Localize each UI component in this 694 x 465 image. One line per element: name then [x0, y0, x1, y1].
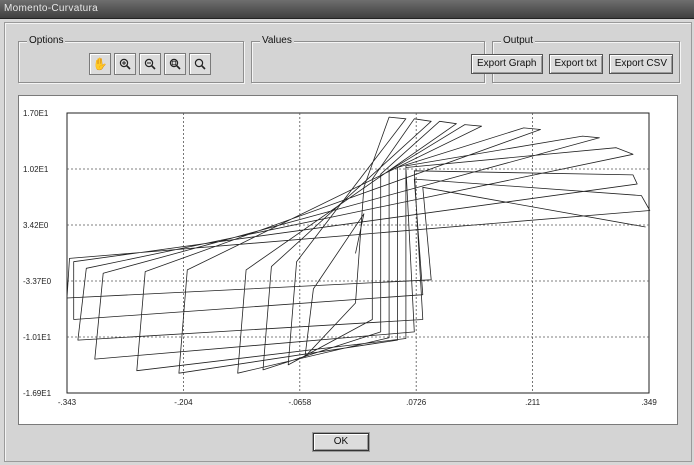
options-label: Options	[27, 35, 66, 46]
values-group: Values	[251, 35, 485, 83]
moment-curvature-chart: -.343 -.204 -.0658 .0726 .211 .349 1.70E1 1.02E…	[23, 109, 657, 407]
output-group: Output Export Graph Export txt Export CS…	[471, 35, 680, 83]
zoom-out-icon[interactable]	[139, 53, 161, 75]
y-tick-label: 3.42E0	[23, 221, 49, 230]
hysteresis-curve	[66, 116, 651, 374]
output-buttons: Export Graph Export txt Export CSV	[471, 54, 673, 74]
x-tick-label: -.0658	[288, 398, 311, 407]
dialog-window: Options ✋ Values Output Export Graph Exp…	[4, 22, 692, 462]
x-tick-label: -.204	[174, 398, 193, 407]
zoom-fit-icon[interactable]	[164, 53, 186, 75]
y-tick-label: -1.01E1	[23, 333, 52, 342]
plot-panel[interactable]: -.343 -.204 -.0658 .0726 .211 .349 1.70E1 1.02E…	[18, 95, 678, 425]
pan-icon[interactable]: ✋	[89, 53, 111, 75]
zoom-toolbar: ✋	[89, 53, 211, 75]
y-tick-label: -1.69E1	[23, 389, 52, 398]
ok-button[interactable]: OK	[313, 433, 369, 451]
zoom-reset-icon[interactable]	[189, 53, 211, 75]
plot-area	[66, 112, 650, 394]
options-group: Options ✋	[18, 35, 244, 83]
window-title: Momento-Curvatura	[4, 3, 99, 14]
export-graph-button[interactable]: Export Graph	[471, 54, 543, 74]
title-bar: Momento-Curvatura	[0, 0, 694, 19]
y-tick-label: -3.37E0	[23, 277, 52, 286]
zoom-in-icon[interactable]	[114, 53, 136, 75]
x-tick-label: .0726	[406, 398, 427, 407]
y-tick-label: 1.70E1	[23, 109, 49, 118]
export-txt-button[interactable]: Export txt	[548, 54, 603, 74]
x-tick-label: -.343	[58, 398, 77, 407]
output-label: Output	[501, 35, 536, 46]
x-tick-label: .211	[525, 398, 541, 407]
values-label: Values	[260, 35, 294, 46]
y-tick-label: 1.02E1	[23, 165, 49, 174]
export-csv-button[interactable]: Export CSV	[608, 54, 673, 74]
x-tick-label: .349	[641, 398, 657, 407]
